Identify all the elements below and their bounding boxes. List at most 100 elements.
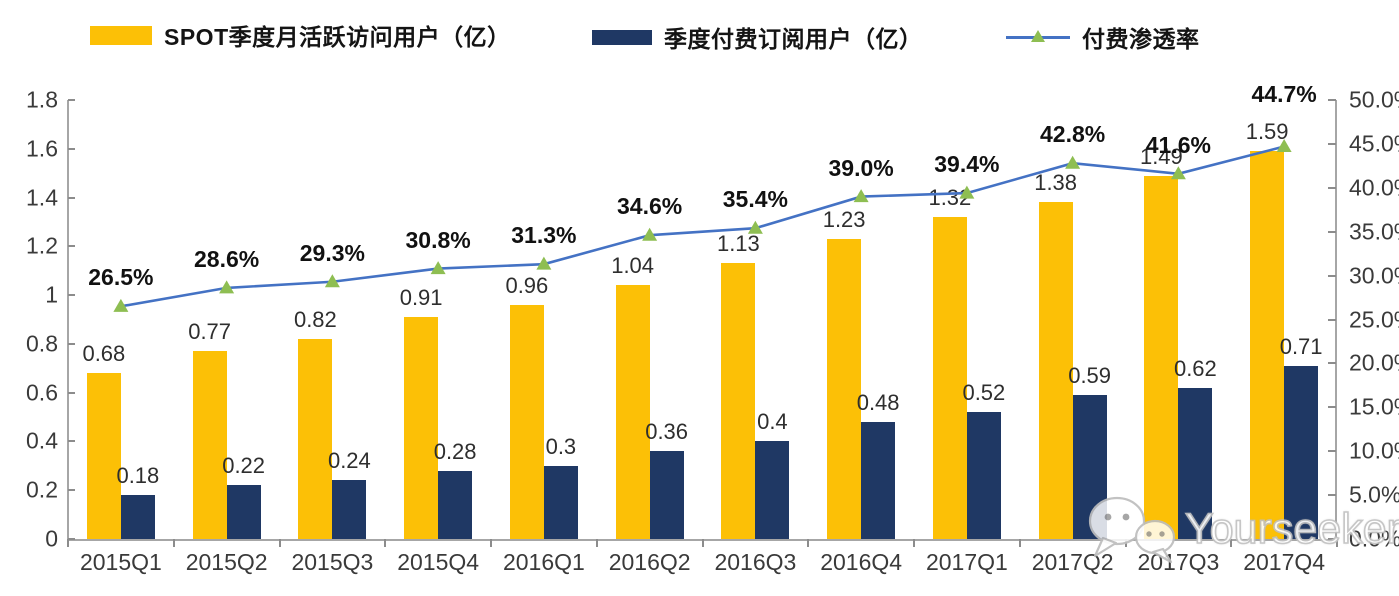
right-axis-tick: [1328, 230, 1336, 233]
bar-subscribers: [226, 485, 261, 539]
left-axis-line: [67, 100, 69, 541]
left-axis-tick: [68, 147, 75, 150]
bar-mau: [721, 263, 756, 539]
right-axis-tick: [1328, 538, 1336, 540]
penetration-label: 39.0%: [828, 154, 894, 181]
mau-value-label: 0.77: [188, 319, 232, 345]
subscribers-value-label: 0.52: [962, 380, 1006, 406]
penetration-label: 41.6%: [1145, 131, 1211, 158]
line-marker-icon: [536, 256, 552, 270]
x-axis-tick: [490, 539, 492, 547]
x-axis-label: 2015Q4: [397, 549, 480, 575]
subscribers-value-label: 0.18: [116, 463, 160, 489]
left-axis-tick-label: 0.2: [26, 476, 58, 503]
mau-value-label: 1.04: [611, 253, 655, 279]
bar-mau: [298, 339, 333, 539]
x-axis-tick: [278, 539, 281, 547]
x-axis-label: 2017Q4: [1243, 549, 1326, 575]
subscribers-value-label: 0.24: [327, 448, 371, 474]
x-axis-tick: [1018, 539, 1021, 547]
subscribers-value-label: 0.28: [433, 438, 477, 464]
penetration-label: 35.4%: [722, 186, 788, 213]
right-axis-tick-label: 10.0%: [1349, 437, 1399, 464]
mau-value-label: 1.38: [1034, 170, 1078, 196]
left-axis-tick-label: 0.4: [26, 427, 58, 454]
penetration-label: 44.7%: [1251, 80, 1317, 107]
subscribers-value-label: 0.48: [856, 389, 900, 415]
left-axis-tick: [68, 245, 75, 248]
right-axis-tick-label: 25.0%: [1349, 306, 1399, 332]
watermark: Yourseeker: [1083, 492, 1399, 566]
x-axis-label: 2017Q1: [925, 549, 1008, 575]
right-axis-tick-label: 5.0%: [1349, 481, 1399, 508]
subscribers-legend-swatch-icon: [592, 29, 652, 45]
left-axis-tick-label: 1.4: [26, 184, 58, 211]
mau-legend-swatch-icon: [90, 25, 152, 45]
left-axis-tick-label: 0.6: [26, 379, 58, 406]
bar-mau: [404, 317, 439, 539]
x-axis-tick: [913, 539, 915, 547]
bar-mau: [932, 217, 967, 539]
bar-subscribers: [120, 495, 155, 539]
x-axis-tick: [172, 539, 175, 547]
penetration-label: 31.3%: [511, 222, 577, 249]
legend-item-mau: SPOT季度月活跃访问用户（亿）: [90, 18, 511, 52]
x-axis-label: 2015Q1: [79, 549, 162, 575]
right-axis-tick-label: 30.0%: [1349, 262, 1399, 289]
right-axis-tick: [1328, 318, 1336, 321]
legend-item-penetration: 付费渗透率: [1006, 20, 1200, 54]
bar-mau: [615, 285, 650, 539]
left-axis-tick-label: 1.6: [26, 135, 58, 162]
x-axis-label: 2015Q2: [185, 549, 268, 575]
right-axis-tick: [1328, 274, 1336, 277]
x-axis-label: 2016Q2: [608, 549, 691, 575]
right-axis-tick-label: 35.0%: [1349, 218, 1399, 245]
legend-label-subscribers: 季度付费订阅用户（亿）: [664, 26, 923, 52]
line-marker-icon: [642, 227, 658, 241]
left-axis-tick-label: 1.2: [26, 232, 58, 259]
mau-value-label: 1.32: [928, 185, 972, 211]
x-axis-tick: [1336, 539, 1338, 547]
legend-item-subscribers: 季度付费订阅用户（亿）: [592, 20, 923, 54]
x-axis-label: 2015Q3: [291, 549, 374, 575]
left-axis-tick-label: 1.8: [26, 86, 58, 113]
mau-value-label: 1.59: [1245, 119, 1289, 145]
legend-label-mau: SPOT季度月活跃访问用户（亿）: [164, 24, 511, 50]
line-marker-icon: [113, 298, 129, 312]
subscribers-value-label: 0.71: [1279, 333, 1323, 359]
right-axis-tick-label: 50.0%: [1349, 86, 1399, 113]
line-marker-icon: [219, 280, 235, 294]
x-axis-tick: [701, 539, 704, 547]
mau-value-label: 1.23: [822, 207, 866, 233]
subscribers-value-label: 0.59: [1068, 363, 1112, 389]
right-axis-tick: [1328, 406, 1336, 409]
bar-mau: [192, 351, 227, 539]
right-axis-tick-label: 45.0%: [1349, 130, 1399, 157]
left-axis-tick: [68, 99, 75, 101]
subscribers-value-label: 0.22: [222, 453, 266, 479]
penetration-label: 29.3%: [299, 239, 365, 266]
line-marker-icon: [853, 189, 869, 203]
bar-subscribers: [1178, 387, 1213, 539]
subscribers-value-label: 0.36: [645, 419, 689, 445]
penetration-legend-sample-icon: [1006, 27, 1070, 47]
x-axis-label: 2016Q3: [714, 549, 797, 575]
penetration-label: 30.8%: [405, 226, 471, 253]
left-axis-tick: [68, 342, 75, 345]
bar-subscribers: [966, 412, 1001, 539]
penetration-label: 39.4%: [934, 151, 1000, 178]
subscribers-value-label: 0.4: [757, 409, 788, 435]
mau-value-label: 0.91: [399, 285, 443, 311]
bar-mau: [509, 304, 544, 539]
right-axis-tick: [1328, 494, 1336, 497]
x-axis-tick: [384, 539, 387, 547]
bar-subscribers: [438, 470, 473, 539]
bar-subscribers: [332, 480, 367, 539]
right-axis-tick: [1328, 450, 1336, 453]
right-axis-tick-label: 20.0%: [1349, 349, 1399, 376]
x-axis-tick: [807, 539, 810, 547]
mau-value-label: 0.96: [505, 272, 549, 298]
bar-mau: [86, 373, 121, 539]
bar-subscribers: [649, 451, 684, 539]
